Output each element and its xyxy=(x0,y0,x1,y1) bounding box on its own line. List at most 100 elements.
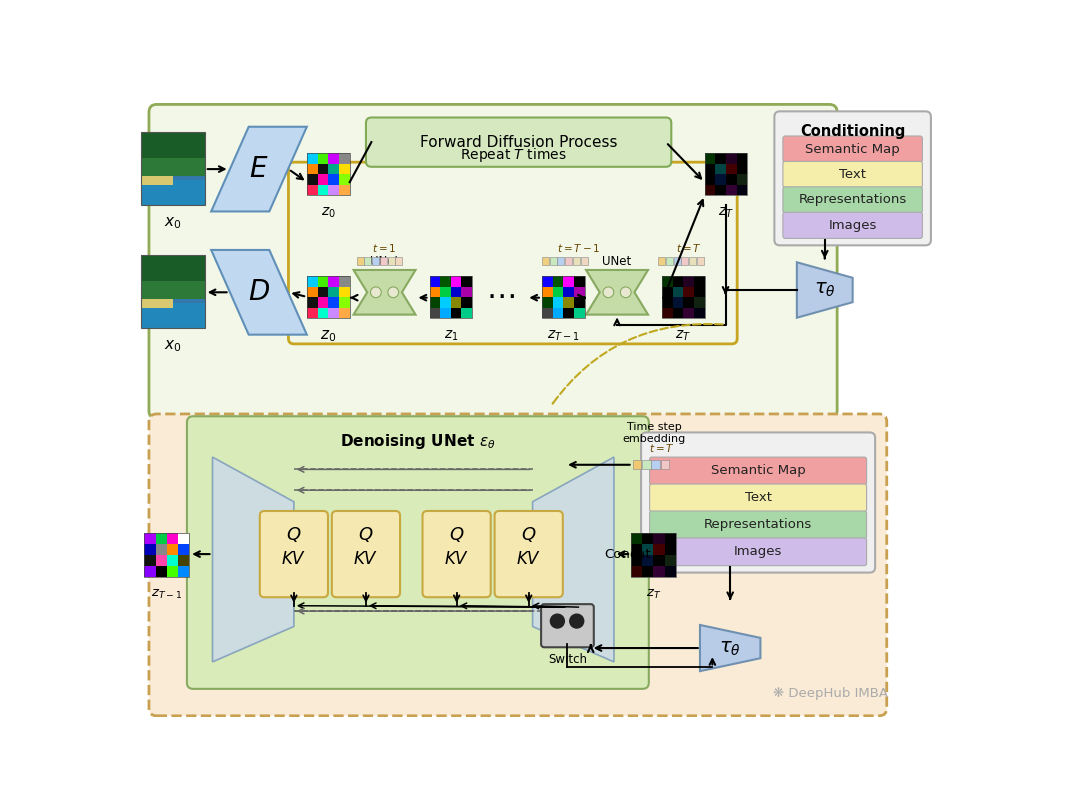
Bar xyxy=(573,276,584,287)
Bar xyxy=(178,555,189,566)
Bar xyxy=(141,256,205,299)
Bar xyxy=(662,276,673,287)
FancyBboxPatch shape xyxy=(649,484,866,512)
Bar xyxy=(563,308,573,318)
Bar xyxy=(653,544,664,555)
Bar xyxy=(631,533,676,577)
FancyBboxPatch shape xyxy=(187,416,649,689)
Bar xyxy=(328,185,339,195)
Bar xyxy=(141,132,205,158)
Bar xyxy=(631,544,643,555)
Polygon shape xyxy=(212,127,307,211)
Bar xyxy=(178,566,189,577)
Bar xyxy=(664,533,676,544)
Text: $E$: $E$ xyxy=(249,155,269,183)
Bar xyxy=(631,533,643,544)
Bar xyxy=(450,287,461,297)
Text: $KV$: $KV$ xyxy=(281,550,307,568)
Bar xyxy=(704,174,715,185)
Bar xyxy=(318,308,328,318)
Bar xyxy=(156,533,166,544)
Bar xyxy=(684,287,694,297)
Text: UNet: UNet xyxy=(603,255,632,268)
Text: Semantic Map: Semantic Map xyxy=(806,143,900,156)
Bar xyxy=(430,308,441,318)
Bar xyxy=(307,297,318,308)
Text: $z_0$: $z_0$ xyxy=(321,329,337,344)
Text: Forward Diffusion Process: Forward Diffusion Process xyxy=(420,135,618,150)
Bar xyxy=(461,276,472,287)
Bar xyxy=(166,533,178,544)
FancyBboxPatch shape xyxy=(649,538,866,566)
Bar xyxy=(684,276,694,287)
Bar xyxy=(156,555,166,566)
Bar xyxy=(653,533,664,544)
Text: $Q$: $Q$ xyxy=(449,525,464,543)
Bar xyxy=(430,287,441,297)
Bar xyxy=(141,299,173,308)
Bar xyxy=(697,257,704,264)
Bar xyxy=(737,185,747,195)
FancyBboxPatch shape xyxy=(642,433,875,572)
Bar xyxy=(643,533,653,544)
Bar xyxy=(430,276,441,287)
Text: $z_{T-1}$: $z_{T-1}$ xyxy=(151,588,183,601)
FancyBboxPatch shape xyxy=(422,511,490,597)
Text: $t = T$: $t = T$ xyxy=(676,242,702,254)
Bar xyxy=(141,132,205,176)
FancyBboxPatch shape xyxy=(649,511,866,538)
FancyBboxPatch shape xyxy=(366,118,672,167)
Circle shape xyxy=(603,287,613,297)
Text: Denoising UNet $\varepsilon_\theta$: Denoising UNet $\varepsilon_\theta$ xyxy=(340,433,496,451)
Bar xyxy=(141,132,205,206)
Bar xyxy=(339,153,350,164)
Bar xyxy=(550,257,556,264)
Bar xyxy=(318,153,328,164)
Text: $x_0$: $x_0$ xyxy=(164,215,181,231)
Bar xyxy=(563,287,573,297)
Bar xyxy=(673,276,684,287)
Bar xyxy=(542,287,553,297)
Bar xyxy=(715,153,726,164)
Text: $t = T$: $t = T$ xyxy=(649,442,675,454)
Bar xyxy=(643,544,653,555)
Bar xyxy=(339,308,350,318)
Text: $z_0$: $z_0$ xyxy=(321,206,336,220)
Text: Text: Text xyxy=(839,168,866,181)
Bar xyxy=(380,257,387,264)
FancyBboxPatch shape xyxy=(783,212,922,239)
Text: $\cdots$: $\cdots$ xyxy=(486,280,515,310)
Bar xyxy=(726,174,737,185)
Text: Switch: Switch xyxy=(548,654,586,667)
Text: $x_0$: $x_0$ xyxy=(164,339,181,354)
Polygon shape xyxy=(797,262,852,318)
Circle shape xyxy=(570,614,583,628)
Text: $\tau_\theta$: $\tau_\theta$ xyxy=(719,638,741,658)
Bar xyxy=(726,153,737,164)
Bar xyxy=(141,180,205,206)
FancyBboxPatch shape xyxy=(783,161,922,188)
FancyBboxPatch shape xyxy=(541,604,594,647)
Bar xyxy=(461,297,472,308)
Bar xyxy=(307,185,318,195)
Bar xyxy=(542,257,549,264)
Bar xyxy=(666,257,673,264)
Text: $z_1$: $z_1$ xyxy=(444,329,458,343)
Bar xyxy=(542,297,553,308)
Bar xyxy=(673,297,684,308)
FancyArrowPatch shape xyxy=(553,324,723,404)
Bar xyxy=(553,308,563,318)
Text: $t = T-1$: $t = T-1$ xyxy=(556,242,600,254)
Bar xyxy=(339,297,350,308)
Text: $Q$: $Q$ xyxy=(521,525,537,543)
Text: $z_T$: $z_T$ xyxy=(675,329,691,343)
Bar xyxy=(141,303,205,329)
Circle shape xyxy=(388,287,399,297)
Text: Repeat $T$ times: Repeat $T$ times xyxy=(459,147,566,164)
Text: Semantic Map: Semantic Map xyxy=(711,464,806,477)
Polygon shape xyxy=(353,270,416,314)
Bar xyxy=(542,276,584,318)
Polygon shape xyxy=(532,457,613,662)
Bar xyxy=(307,308,318,318)
Polygon shape xyxy=(700,625,760,671)
